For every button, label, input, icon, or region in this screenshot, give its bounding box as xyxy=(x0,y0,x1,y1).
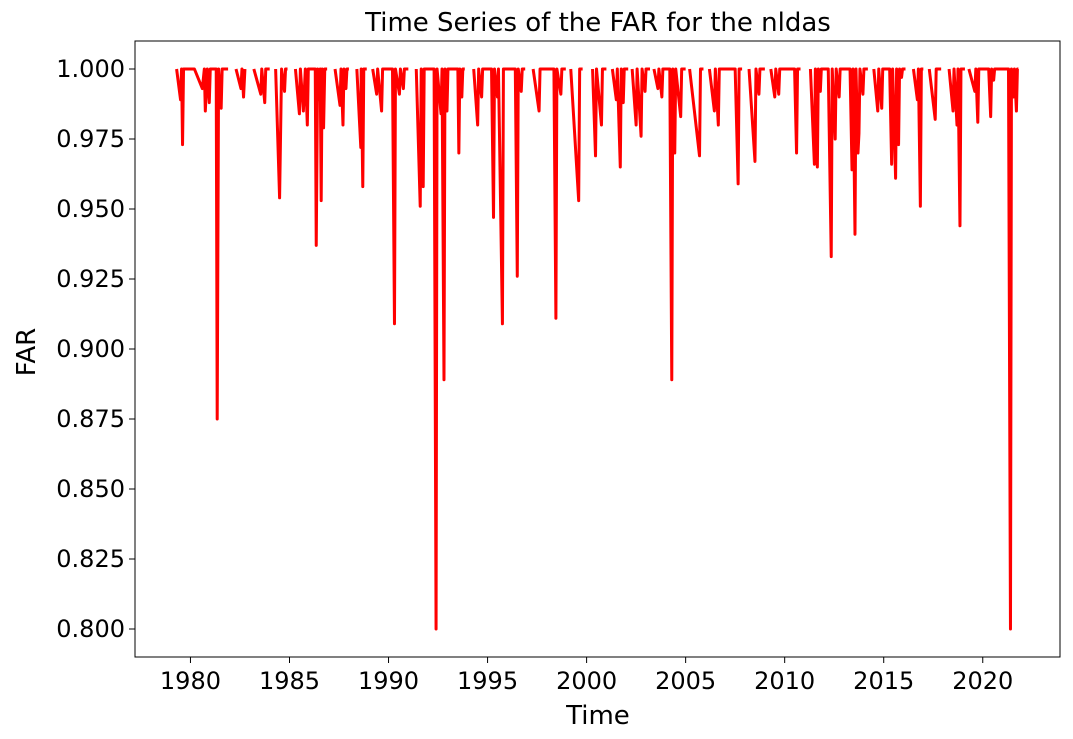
series-line-segment xyxy=(747,67,765,163)
x-tick-label: 2020 xyxy=(952,667,1013,695)
series-line-segment xyxy=(274,67,288,200)
series-line-segment xyxy=(569,67,583,203)
series-line-segment xyxy=(688,67,704,158)
y-tick-label: 0.900 xyxy=(56,335,125,363)
plot-frame xyxy=(134,40,1061,658)
series-line-segment xyxy=(333,67,349,127)
series-line-segment xyxy=(252,67,270,105)
series-line-segment xyxy=(808,67,868,259)
y-tick-label: 0.925 xyxy=(56,265,125,293)
series-line-segment xyxy=(175,67,229,421)
series-line-segment xyxy=(967,67,1019,631)
series-line-segment xyxy=(769,67,801,155)
series-line-segment xyxy=(355,67,367,189)
series-line-segment xyxy=(591,67,607,158)
series-line-segment xyxy=(707,67,743,186)
x-axis-ticks: 1980 1985 1990 1995 2000 2005 2010 2015 2020 xyxy=(160,657,1013,695)
y-tick-label: 0.850 xyxy=(56,475,125,503)
plot-area xyxy=(175,67,1019,631)
y-axis-ticks: 0.800 0.825 0.850 0.875 0.900 0.925 0.950 0.975… xyxy=(56,55,135,643)
x-tick-label: 1980 xyxy=(160,667,221,695)
x-tick-label: 2005 xyxy=(655,667,716,695)
series-line-segment xyxy=(911,67,924,208)
series-line-segment xyxy=(371,67,409,326)
x-tick-label: 1995 xyxy=(457,667,518,695)
y-tick-label: 0.800 xyxy=(56,615,125,643)
y-tick-label: 0.875 xyxy=(56,405,125,433)
y-tick-label: 0.975 xyxy=(56,125,125,153)
series-line-segment xyxy=(531,67,566,320)
series-line-segment xyxy=(927,67,942,121)
y-tick-label: 1.000 xyxy=(56,55,125,83)
y-tick-label: 0.825 xyxy=(56,545,125,573)
x-tick-label: 2015 xyxy=(853,667,914,695)
series-line-segment xyxy=(610,67,629,169)
series-line-segment xyxy=(472,67,526,326)
x-axis-label: Time xyxy=(565,701,630,731)
series-line-segment xyxy=(293,67,328,247)
x-tick-label: 1985 xyxy=(259,667,320,695)
y-axis-label: FAR xyxy=(12,328,42,376)
series-line-segment xyxy=(652,67,686,382)
series-line-segment xyxy=(414,67,465,631)
series-line-segment xyxy=(234,67,247,99)
series-line-segment xyxy=(872,67,906,180)
x-tick-label: 2010 xyxy=(754,667,815,695)
series-line-segment xyxy=(947,67,965,228)
series-line-segment xyxy=(630,67,650,138)
x-tick-label: 2000 xyxy=(556,667,617,695)
x-tick-label: 1990 xyxy=(358,667,419,695)
chart-title: Time Series of the FAR for the nldas xyxy=(364,8,831,38)
y-tick-label: 0.950 xyxy=(56,195,125,223)
